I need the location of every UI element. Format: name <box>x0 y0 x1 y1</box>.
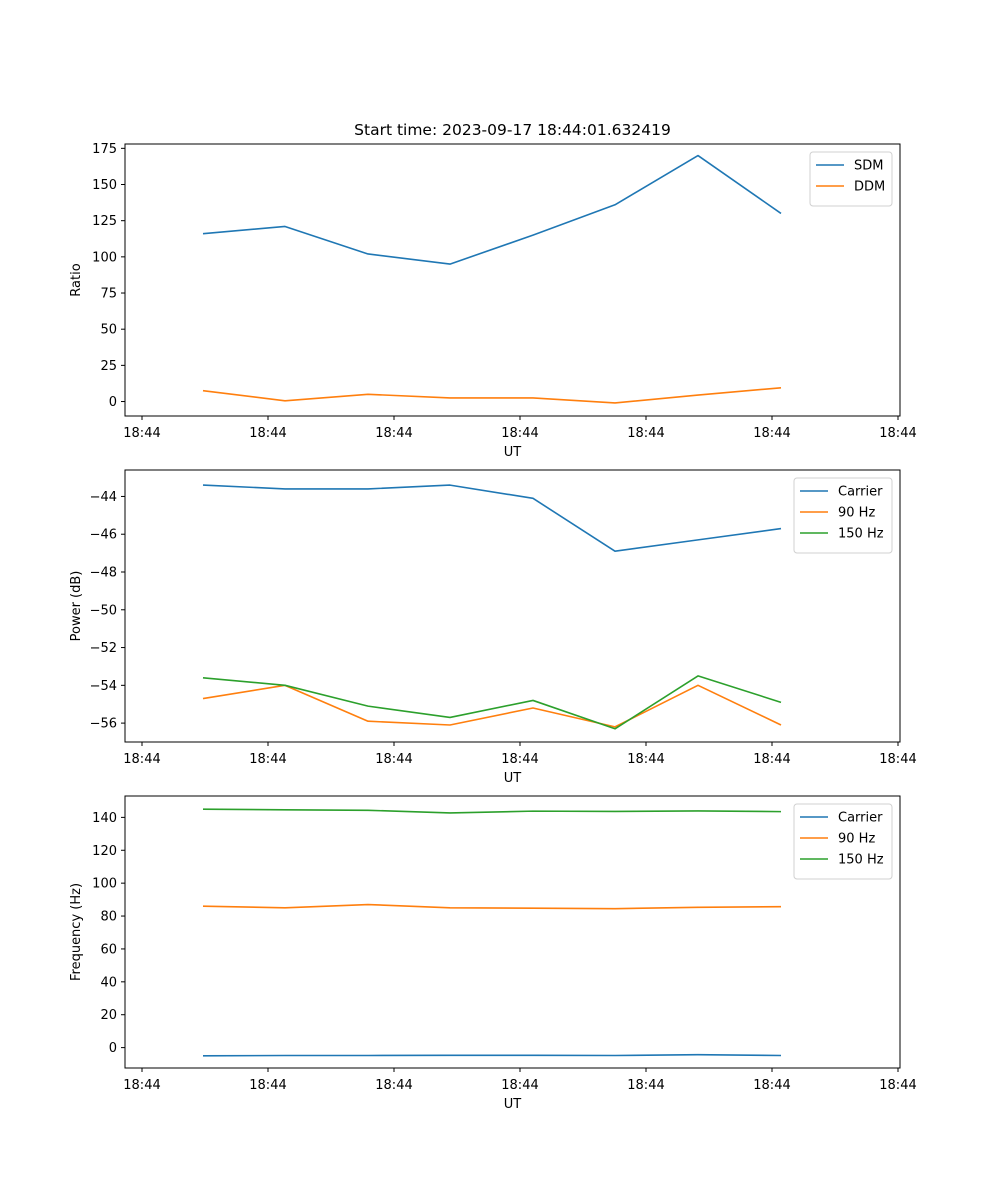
series-line-sdm <box>202 154 782 265</box>
legend-label: Carrier <box>838 485 883 500</box>
x-tick-label: 18:44 <box>249 1078 286 1093</box>
y-tick-label: −52 <box>90 641 117 656</box>
series-line-carrier <box>202 1053 782 1057</box>
y-tick-label: −48 <box>90 566 117 581</box>
y-tick-label: 0 <box>109 1041 117 1056</box>
figure-title: Start time: 2023-09-17 18:44:01.632419 <box>354 121 671 139</box>
y-tick-label: −56 <box>90 717 117 732</box>
x-tick-label: 18:44 <box>123 426 160 441</box>
x-tick-label: 18:44 <box>879 1078 916 1093</box>
y-tick-label: 50 <box>100 323 117 338</box>
x-tick-label: 18:44 <box>501 1078 538 1093</box>
panel-2: −56 −54 −52 −50 −48 −46 −44 18:44 18:44 18:44 18:4… <box>69 469 917 786</box>
legend-label: DDM <box>854 180 885 195</box>
y-axis-label: Ratio <box>69 263 84 296</box>
series-line-90-hz <box>202 903 782 910</box>
x-axis-label: UT <box>504 1097 522 1112</box>
x-tick-label: 18:44 <box>501 752 538 767</box>
y-tick-label: −46 <box>90 528 117 543</box>
legend-label: 150 Hz <box>838 527 884 542</box>
x-tick-label: 18:44 <box>627 426 664 441</box>
axes-frame <box>124 795 901 1069</box>
x-tick-label: 18:44 <box>375 1078 412 1093</box>
legend <box>793 803 893 880</box>
y-tick-label: 150 <box>92 178 117 193</box>
x-tick-label: 18:44 <box>627 752 664 767</box>
series-line-ddm <box>202 386 782 404</box>
x-tick-label: 18:44 <box>123 1078 160 1093</box>
legend-label: 150 Hz <box>838 853 884 868</box>
y-tick-label: −50 <box>90 603 117 618</box>
series-line-150-hz <box>202 808 782 814</box>
y-tick-label: 100 <box>92 250 117 265</box>
legend-label: Carrier <box>838 811 883 826</box>
x-tick-label: 18:44 <box>375 752 412 767</box>
x-tick-label: 18:44 <box>249 426 286 441</box>
y-tick-label: 120 <box>92 844 117 859</box>
y-tick-label: −44 <box>90 490 117 505</box>
panel-3: 0 20 40 60 80 100 120 140 18:44 18:44 18:44 18:44 18… <box>69 795 917 1112</box>
x-tick-label: 18:44 <box>879 426 916 441</box>
series-line-carrier <box>202 484 782 553</box>
x-tick-label: 18:44 <box>375 426 412 441</box>
y-axis-label: Power (dB) <box>69 571 84 642</box>
legend <box>793 477 893 554</box>
y-tick-label: 0 <box>109 395 117 410</box>
axes-frame <box>124 143 901 417</box>
y-tick-label: 100 <box>92 877 117 892</box>
y-tick-label: 175 <box>92 142 117 157</box>
legend-label: SDM <box>854 159 883 174</box>
x-axis-label: UT <box>504 771 522 786</box>
x-tick-label: 18:44 <box>501 426 538 441</box>
y-tick-label: −54 <box>90 679 117 694</box>
series-line-90-hz <box>202 684 782 728</box>
y-axis-label: Frequency (Hz) <box>69 883 84 981</box>
panel-1: 0 25 50 75 100 125 150 175 18:44 18:44 18:44 18:44 1… <box>69 142 917 460</box>
y-tick-label: 20 <box>100 1008 117 1023</box>
legend-label: 90 Hz <box>838 506 875 521</box>
x-tick-label: 18:44 <box>753 426 790 441</box>
x-tick-label: 18:44 <box>249 752 286 767</box>
x-tick-label: 18:44 <box>753 1078 790 1093</box>
y-tick-label: 80 <box>100 910 117 925</box>
x-tick-label: 18:44 <box>753 752 790 767</box>
y-tick-label: 25 <box>100 359 117 374</box>
y-tick-label: 40 <box>100 975 117 990</box>
x-tick-label: 18:44 <box>627 1078 664 1093</box>
y-tick-label: 75 <box>100 287 117 302</box>
axes-frame <box>124 469 901 743</box>
x-tick-label: 18:44 <box>123 752 160 767</box>
legend-label: 90 Hz <box>838 832 875 847</box>
y-tick-label: 140 <box>92 811 117 826</box>
y-tick-label: 125 <box>92 214 117 229</box>
series-line-150-hz <box>202 675 782 730</box>
y-tick-label: 60 <box>100 942 117 957</box>
x-axis-label: UT <box>504 445 522 460</box>
x-tick-label: 18:44 <box>879 752 916 767</box>
